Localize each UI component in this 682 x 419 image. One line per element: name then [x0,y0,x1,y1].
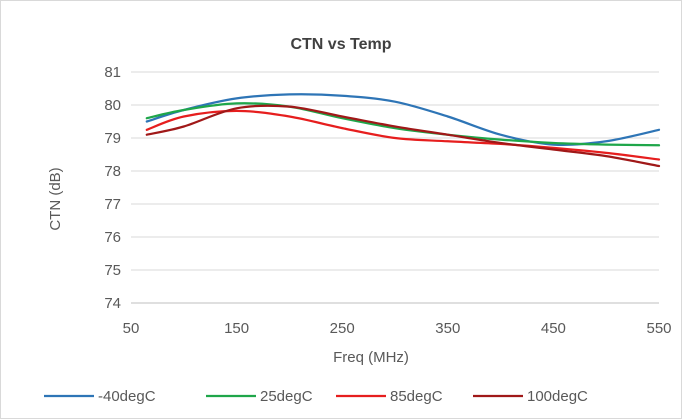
x-tick-label: 150 [224,320,249,337]
axes: 74 75 76 77 78 79 80 81 50 150 250 350 450 550 [104,64,671,337]
x-tick-label: 450 [541,320,566,337]
x-tick-label: 50 [123,320,140,337]
series-line-85degC [145,109,661,161]
series-line-25degC [145,102,661,147]
y-tick-label: 75 [104,262,121,279]
legend-label: 25degC [260,388,313,405]
legend: -40degC 25degC 85degC 100degC [44,388,588,405]
x-axis-label: Freq (MHz) [333,349,409,366]
y-tick-label: 80 [104,97,121,114]
series-line-100degC [145,104,661,168]
x-tick-label: 550 [646,320,671,337]
y-tick-label: 76 [104,229,121,246]
legend-label: 85degC [390,388,443,405]
y-axis-label: CTN (dB) [47,167,64,230]
y-tick-label: 81 [104,64,121,81]
legend-label: -40degC [98,388,156,405]
series-lines [145,93,661,168]
legend-label: 100degC [527,388,588,405]
x-tick-label: 250 [330,320,355,337]
y-tick-label: 74 [104,295,121,312]
chart-title: CTN vs Temp [290,36,391,53]
series-line--40degC [145,93,661,147]
y-tick-label: 78 [104,163,121,180]
y-tick-label: 77 [104,196,121,213]
x-tick-label: 350 [435,320,460,337]
y-tick-label: 79 [104,130,121,147]
